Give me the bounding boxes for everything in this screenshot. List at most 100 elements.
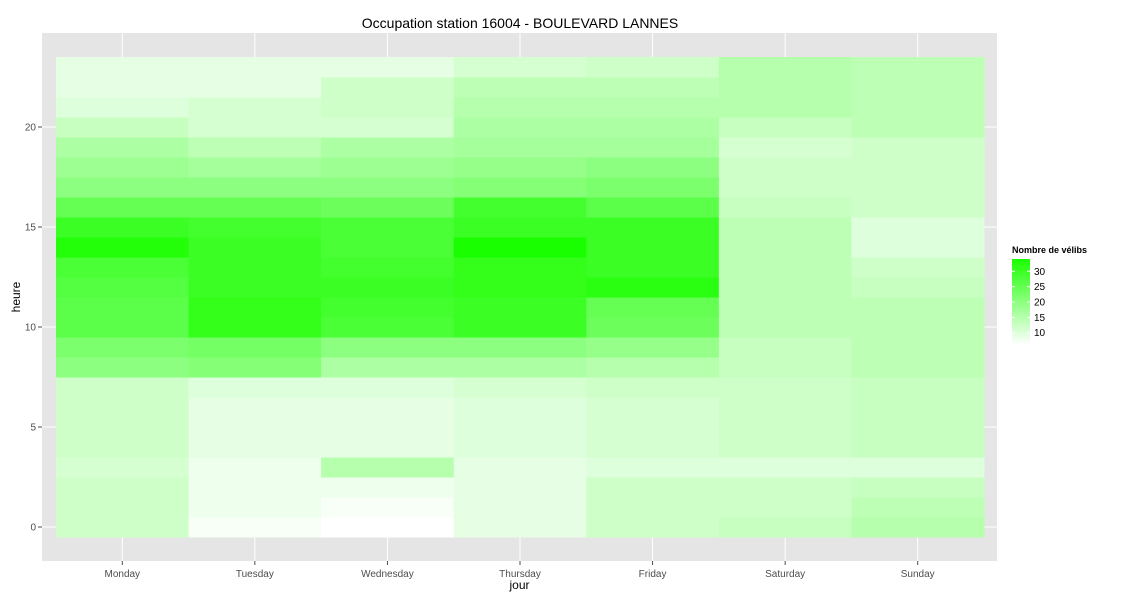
heatmap-cell: [586, 377, 720, 398]
heatmap-cell: [453, 497, 587, 518]
heatmap-cell: [321, 77, 455, 98]
heatmap-cell: [851, 497, 985, 518]
heatmap-cell: [188, 517, 322, 538]
heatmap-cell: [321, 97, 455, 118]
heatmap-cell: [586, 97, 720, 118]
heatmap-cell: [851, 157, 985, 178]
heatmap-cell: [586, 157, 720, 178]
heatmap-cell: [321, 117, 455, 138]
heatmap-cell: [586, 57, 720, 78]
heatmap-cell: [851, 177, 985, 198]
heatmap-cell: [321, 517, 455, 538]
heatmap-cell: [718, 77, 852, 98]
heatmap-cell: [188, 437, 322, 458]
heatmap-cell: [321, 57, 455, 78]
heatmap-cell: [718, 397, 852, 418]
heatmap-cell: [586, 137, 720, 158]
heatmap-cell: [586, 357, 720, 378]
x-axis-ticks: Monday Tuesday Wednesday Thursday Friday Satu…: [104, 561, 935, 580]
heatmap-cell: [851, 217, 985, 238]
heatmap-cell: [188, 157, 322, 178]
heatmap-cell: [56, 217, 190, 238]
heatmap-cell: [56, 77, 190, 98]
heatmap-cell: [188, 477, 322, 498]
y-tick-label: 5: [30, 423, 36, 434]
legend-colorbar: 30 25 20 15 10: [1012, 259, 1046, 345]
heatmap-cell: [851, 417, 985, 438]
legend-tick-label: 20: [1034, 298, 1046, 309]
legend-tick-label: 25: [1034, 282, 1046, 293]
heatmap-cell: [321, 497, 455, 518]
heatmap-cell: [56, 57, 190, 78]
heatmap-cell: [586, 77, 720, 98]
heatmap-cell: [453, 337, 587, 358]
y-tick-label: 20: [25, 123, 37, 134]
heatmap-cell: [586, 437, 720, 458]
heatmap-cell: [188, 217, 322, 238]
heatmap-cell: [188, 177, 322, 198]
heatmap-cell: [718, 97, 852, 118]
heatmap-cell: [851, 197, 985, 218]
heatmap-cell: [56, 457, 190, 478]
heatmap-cell: [453, 177, 587, 198]
heatmap-cell: [851, 437, 985, 458]
heatmap-cell: [188, 417, 322, 438]
heatmap-cell: [718, 137, 852, 158]
heatmap-cell: [718, 337, 852, 358]
x-tick-label: Thursday: [499, 569, 541, 580]
heatmap-cell: [851, 117, 985, 138]
heatmap-cell: [321, 197, 455, 218]
heatmap-cell: [453, 277, 587, 298]
y-axis-ticks: 0 5 10 15 20: [25, 123, 42, 534]
heatmap-cell: [321, 337, 455, 358]
heatmap-cell: [851, 477, 985, 498]
chart-title: Occupation station 16004 - BOULEVARD LAN…: [361, 15, 679, 31]
heatmap-cell: [321, 237, 455, 258]
heatmap-cell: [718, 377, 852, 398]
legend: Nombre de vélibs 30 25 20 15 10: [1012, 245, 1087, 349]
heatmap-cell: [321, 177, 455, 198]
heatmap-cell: [56, 137, 190, 158]
heatmap-cell: [851, 57, 985, 78]
heatmap-cell: [851, 397, 985, 418]
heatmap-cell: [56, 477, 190, 498]
heatmap-cell: [586, 197, 720, 218]
x-tick-label: Monday: [104, 569, 140, 580]
heatmap-cell: [453, 477, 587, 498]
heatmap-cell: [851, 517, 985, 538]
heatmap-cell: [321, 277, 455, 298]
heatmap-cell: [188, 497, 322, 518]
heatmap-cell: [718, 417, 852, 438]
heatmap-cell: [586, 457, 720, 478]
heatmap-cell: [453, 517, 587, 538]
heatmap-cell: [586, 477, 720, 498]
heatmap-cell: [188, 317, 322, 338]
heatmap-cell: [188, 377, 322, 398]
heatmap-cell: [851, 97, 985, 118]
heatmap-cell: [321, 257, 455, 278]
heatmap-cell: [56, 117, 190, 138]
heatmap-cell: [851, 237, 985, 258]
heatmap-cell: [586, 317, 720, 338]
heatmap-cell: [586, 217, 720, 238]
heatmap-cell: [453, 317, 587, 338]
legend-title: Nombre de vélibs: [1012, 245, 1088, 255]
legend-tick-label: 15: [1034, 313, 1046, 324]
heatmap-cell: [586, 497, 720, 518]
heatmap-cell: [56, 277, 190, 298]
heatmap-cell: [56, 297, 190, 318]
heatmap-cell: [56, 257, 190, 278]
heatmap-cell: [188, 297, 322, 318]
x-tick-label: Friday: [639, 569, 667, 580]
y-tick-label: 10: [25, 323, 37, 334]
heatmap-cell: [56, 317, 190, 338]
heatmap-cell: [188, 397, 322, 418]
heatmap-cell: [586, 297, 720, 318]
heatmap-cell: [851, 337, 985, 358]
heatmap-cell: [718, 237, 852, 258]
heatmap-cell: [586, 117, 720, 138]
heatmap-cell: [56, 497, 190, 518]
heatmap-cell: [453, 157, 587, 178]
heatmap-cell: [851, 357, 985, 378]
y-tick-label: 15: [25, 223, 37, 234]
